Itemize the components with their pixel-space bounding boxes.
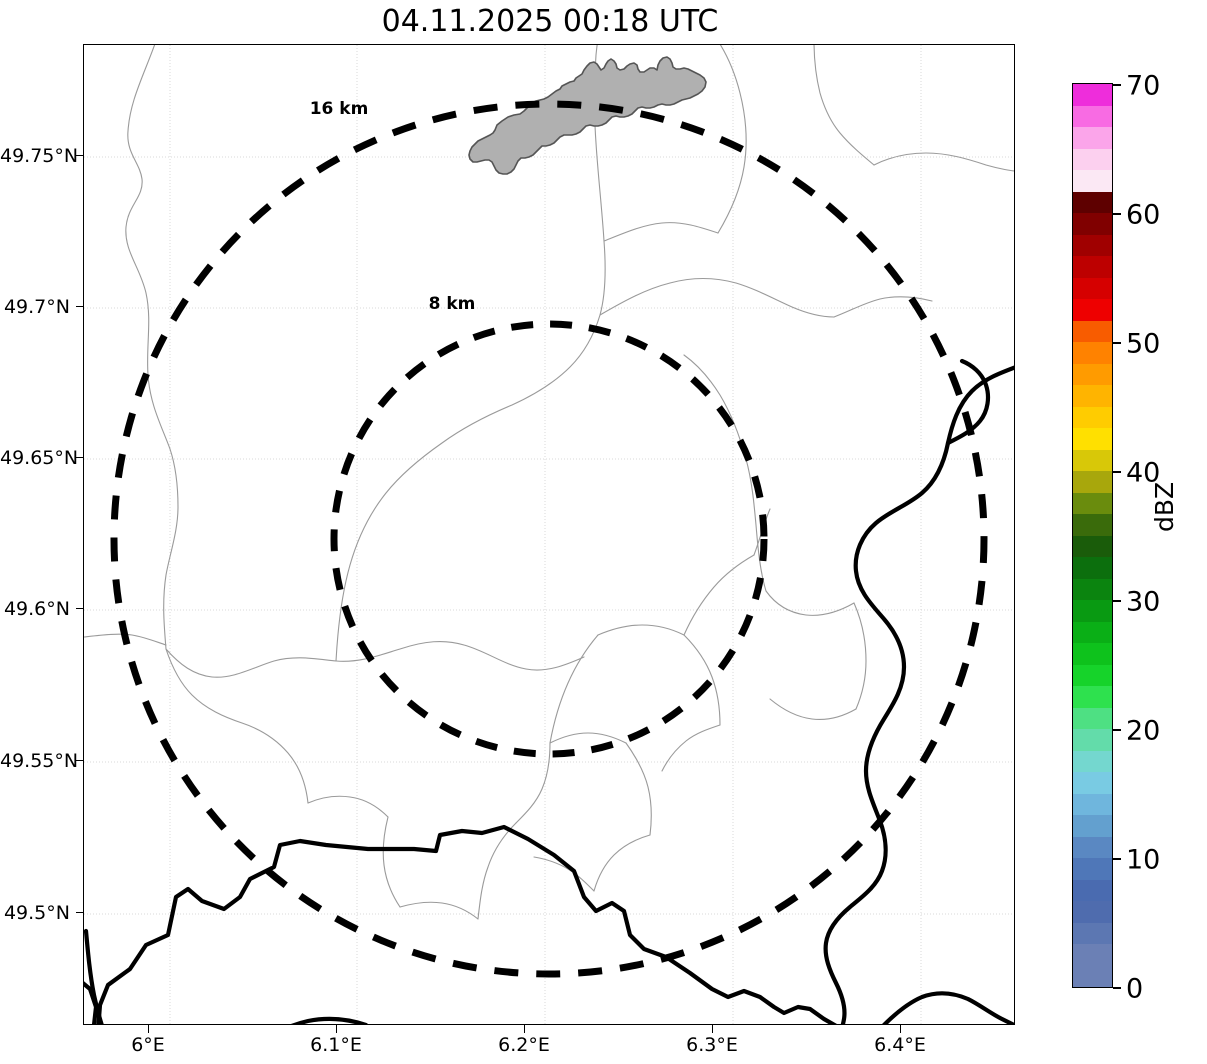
colorbar-label-70: 70: [1126, 70, 1161, 102]
colorbar-tickmark-20: [1113, 729, 1121, 731]
colorbar-band-33: [1073, 256, 1112, 278]
colorbar-tickmark-10: [1113, 858, 1121, 860]
colorbar-tickmark-40: [1113, 471, 1121, 473]
x-tickmark-3: [712, 1025, 714, 1033]
colorbar-label-40: 40: [1126, 457, 1161, 489]
colorbar-band-32: [1073, 277, 1112, 299]
colorbar[interactable]: 0 10 20 30 40 50 60 70: [1072, 71, 1160, 1005]
colorbar-band-6: [1073, 836, 1112, 858]
colorbar-band-19: [1073, 557, 1112, 579]
grid-lines: [84, 45, 1014, 1024]
colorbar-band-4: [1073, 879, 1112, 901]
colorbar-tickmark-30: [1113, 600, 1121, 602]
colorbar-band-10: [1073, 750, 1112, 772]
colorbar-band-35: [1073, 213, 1112, 235]
colorbar-band-14: [1073, 664, 1112, 686]
colorbar-band-20: [1073, 535, 1112, 557]
colorbar-axis-label: dBZ: [1150, 481, 1179, 532]
colorbar-tickmark-0: [1113, 987, 1121, 989]
colorbar-band-21: [1073, 514, 1112, 536]
colorbar-band-31: [1073, 299, 1112, 321]
colorbar-band-26: [1073, 406, 1112, 428]
y-axis-tick-2: 49.6°N: [3, 598, 70, 620]
colorbar-band-41: [1073, 84, 1112, 106]
y-tickmark-4: [76, 306, 84, 308]
colorbar-band-22: [1073, 492, 1112, 514]
y-tickmark-1: [76, 760, 84, 762]
colorbar-band-28: [1073, 363, 1112, 385]
colorbar-band-34: [1073, 234, 1112, 256]
colorbar-tickmark-60: [1113, 213, 1121, 215]
colorbar-tickmark-50: [1113, 342, 1121, 344]
map-axes[interactable]: 16 km 8 km: [83, 44, 1015, 1025]
x-tickmark-0: [148, 1025, 150, 1033]
x-axis-tick-0: 6°E: [131, 1034, 165, 1056]
y-tickmark-0: [76, 912, 84, 914]
colorbar-label-50: 50: [1126, 328, 1161, 360]
colorbar-band-25: [1073, 428, 1112, 450]
colorbar-label-60: 60: [1126, 199, 1161, 231]
colorbar-band-7: [1073, 815, 1112, 837]
colorbar-gradient: [1072, 83, 1113, 988]
colorbar-band-17: [1073, 600, 1112, 622]
x-axis-tick-1: 6.1°E: [310, 1034, 362, 1056]
x-axis-tick-4: 6.4°E: [874, 1034, 926, 1056]
colorbar-label-10: 10: [1126, 844, 1161, 876]
colorbar-band-12: [1073, 707, 1112, 729]
y-axis-tick-1: 49.55°N: [0, 750, 79, 772]
colorbar-label-0: 0: [1126, 973, 1144, 1005]
x-tickmark-4: [900, 1025, 902, 1033]
colorbar-band-15: [1073, 643, 1112, 665]
colorbar-band-27: [1073, 385, 1112, 407]
colorbar-band-2: [1073, 922, 1112, 944]
colorbar-band-16: [1073, 621, 1112, 643]
colorbar-band-9: [1073, 772, 1112, 794]
x-tickmark-2: [524, 1025, 526, 1033]
y-tickmark-5: [76, 155, 84, 157]
city-boundary-polygon: [468, 56, 707, 175]
range-ring-label-16km: 16 km: [309, 99, 369, 119]
range-ring-label-8km: 8 km: [428, 294, 476, 314]
colorbar-band-29: [1073, 342, 1112, 364]
figure-title: 04.11.2025 00:18 UTC: [381, 4, 719, 39]
range-ring-8km: [330, 320, 768, 758]
colorbar-label-20: 20: [1126, 715, 1161, 747]
x-tickmark-1: [336, 1025, 338, 1033]
y-tickmark-2: [76, 608, 84, 610]
colorbar-band-1: [1073, 944, 1112, 966]
colorbar-band-8: [1073, 793, 1112, 815]
y-axis-tick-4: 49.7°N: [3, 296, 70, 318]
y-axis-tick-5: 49.75°N: [0, 145, 79, 167]
colorbar-label-30: 30: [1126, 586, 1161, 618]
colorbar-band-3: [1073, 901, 1112, 923]
colorbar-band-0: [1073, 965, 1112, 987]
national-borders: [84, 358, 1014, 1024]
colorbar-band-36: [1073, 191, 1112, 213]
colorbar-band-30: [1073, 320, 1112, 342]
colorbar-band-37: [1073, 170, 1112, 192]
x-axis-tick-2: 6.2°E: [498, 1034, 550, 1056]
colorbar-band-18: [1073, 578, 1112, 600]
y-axis-tick-3: 49.65°N: [0, 447, 79, 469]
x-axis-tick-3: 6.3°E: [686, 1034, 738, 1056]
colorbar-band-38: [1073, 148, 1112, 170]
range-ring-16km: [110, 100, 988, 978]
colorbar-band-23: [1073, 471, 1112, 493]
administrative-boundaries: [84, 45, 1014, 920]
colorbar-band-13: [1073, 686, 1112, 708]
map-canvas: [84, 45, 1014, 1024]
colorbar-band-39: [1073, 127, 1112, 149]
y-axis-tick-0: 49.5°N: [3, 902, 70, 924]
colorbar-band-11: [1073, 729, 1112, 751]
colorbar-band-40: [1073, 105, 1112, 127]
colorbar-band-5: [1073, 858, 1112, 880]
y-tickmark-3: [76, 457, 84, 459]
colorbar-band-24: [1073, 449, 1112, 471]
colorbar-tickmark-70: [1113, 84, 1121, 86]
